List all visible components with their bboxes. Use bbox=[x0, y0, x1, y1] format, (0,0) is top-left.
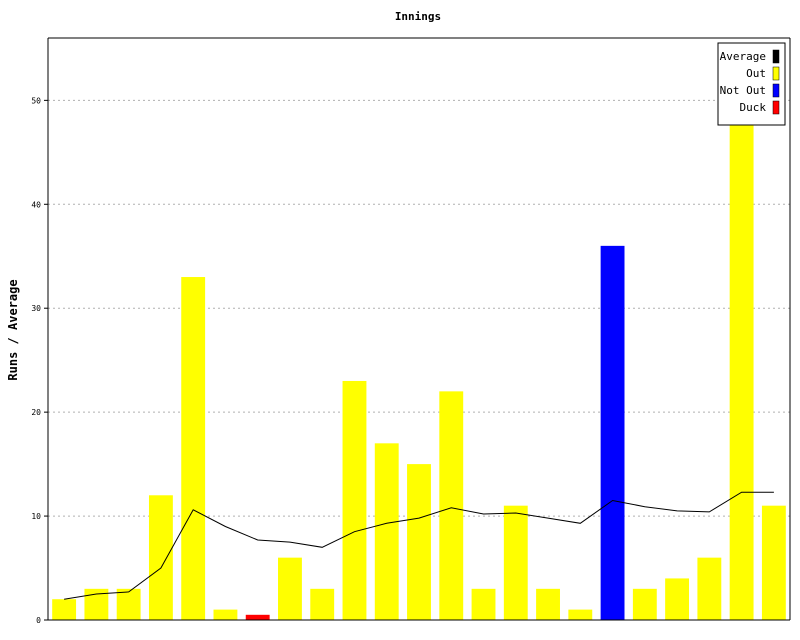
bar-out bbox=[181, 277, 206, 620]
bar-out bbox=[568, 609, 593, 620]
bar-out bbox=[342, 380, 367, 620]
legend-swatch bbox=[772, 100, 780, 115]
bar-out bbox=[761, 505, 786, 620]
chart-title: Innings bbox=[395, 10, 441, 23]
bar-out bbox=[278, 557, 302, 620]
y-tick-label: 40 bbox=[31, 200, 41, 209]
legend-label: Average bbox=[720, 50, 766, 63]
bar-out bbox=[84, 588, 109, 620]
bar-not-out bbox=[600, 245, 625, 620]
legend-swatch bbox=[772, 83, 780, 98]
legend-label: Out bbox=[746, 67, 766, 80]
legend-swatch bbox=[772, 66, 780, 81]
average-line bbox=[64, 491, 774, 600]
bars bbox=[52, 121, 786, 621]
bar-out bbox=[665, 578, 690, 620]
bar-out bbox=[632, 588, 657, 620]
legend-label: Duck bbox=[740, 101, 767, 114]
y-tick-label: 50 bbox=[31, 96, 41, 105]
grid-lines bbox=[48, 99, 790, 517]
y-tick-label: 0 bbox=[36, 616, 41, 625]
bar-out bbox=[697, 557, 722, 620]
bar-out bbox=[148, 495, 173, 620]
bar-out bbox=[374, 443, 399, 620]
bar-out bbox=[310, 588, 335, 620]
legend-label: Not Out bbox=[720, 84, 766, 97]
y-tick-label: 30 bbox=[31, 304, 41, 313]
y-tick-label: 10 bbox=[31, 512, 41, 521]
bar-out bbox=[503, 505, 528, 620]
bar-out bbox=[439, 391, 464, 620]
average-line-layer bbox=[64, 491, 774, 600]
axes: 0 10 20 30 40 50 bbox=[31, 37, 791, 625]
bar-out bbox=[213, 609, 238, 620]
y-tick-label: 20 bbox=[31, 408, 41, 417]
bar-out bbox=[729, 121, 754, 621]
legend: Average Out Not Out Duck bbox=[717, 42, 786, 126]
bar-duck bbox=[245, 614, 270, 620]
bar-out bbox=[116, 588, 141, 620]
bar-out bbox=[407, 464, 431, 620]
y-axis-label: Runs / Average bbox=[6, 279, 20, 380]
bar-out bbox=[471, 588, 496, 620]
bar-out bbox=[52, 599, 77, 620]
bar-out bbox=[536, 588, 560, 620]
legend-swatch bbox=[772, 49, 780, 64]
